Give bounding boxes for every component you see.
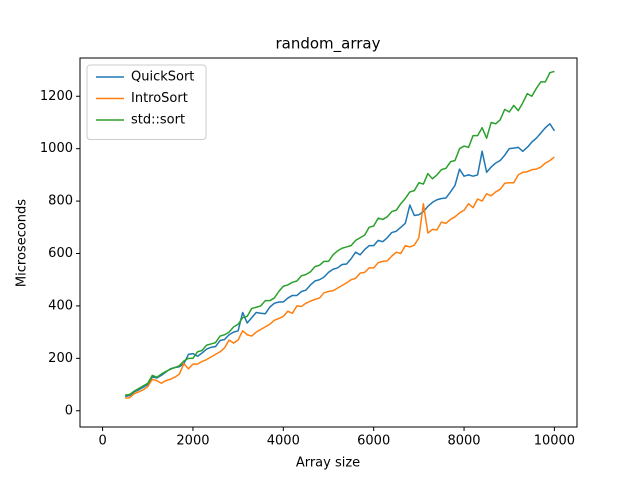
x-axis-label: Array size (296, 456, 360, 471)
y-tick-label: 200 (48, 351, 73, 366)
legend-label: QuickSort (131, 70, 194, 85)
legend-box (86, 64, 207, 140)
y-tick-label: 800 (48, 194, 73, 209)
legend-label: std::sort (131, 113, 185, 128)
chart-title: random_array (275, 35, 380, 54)
series-line (125, 156, 555, 399)
y-tick-label: 600 (48, 246, 73, 261)
y-tick-label: 1000 (40, 141, 73, 156)
x-tick-label: 0 (98, 434, 106, 449)
y-axis-label: Microseconds (15, 199, 30, 287)
x-tick-label: 2000 (176, 434, 209, 449)
series-line (125, 70, 555, 396)
x-tick-label: 6000 (357, 434, 390, 449)
series-line (125, 123, 556, 398)
x-tick-label: 10000 (534, 434, 575, 449)
plot-frame (79, 57, 578, 428)
y-tick-label: 0 (65, 403, 73, 418)
y-tick-label: 400 (48, 298, 73, 313)
x-tick-label: 4000 (267, 434, 300, 449)
legend-label: IntroSort (131, 91, 188, 106)
x-tick-label: 8000 (447, 434, 480, 449)
y-tick-label: 1200 (40, 89, 73, 104)
